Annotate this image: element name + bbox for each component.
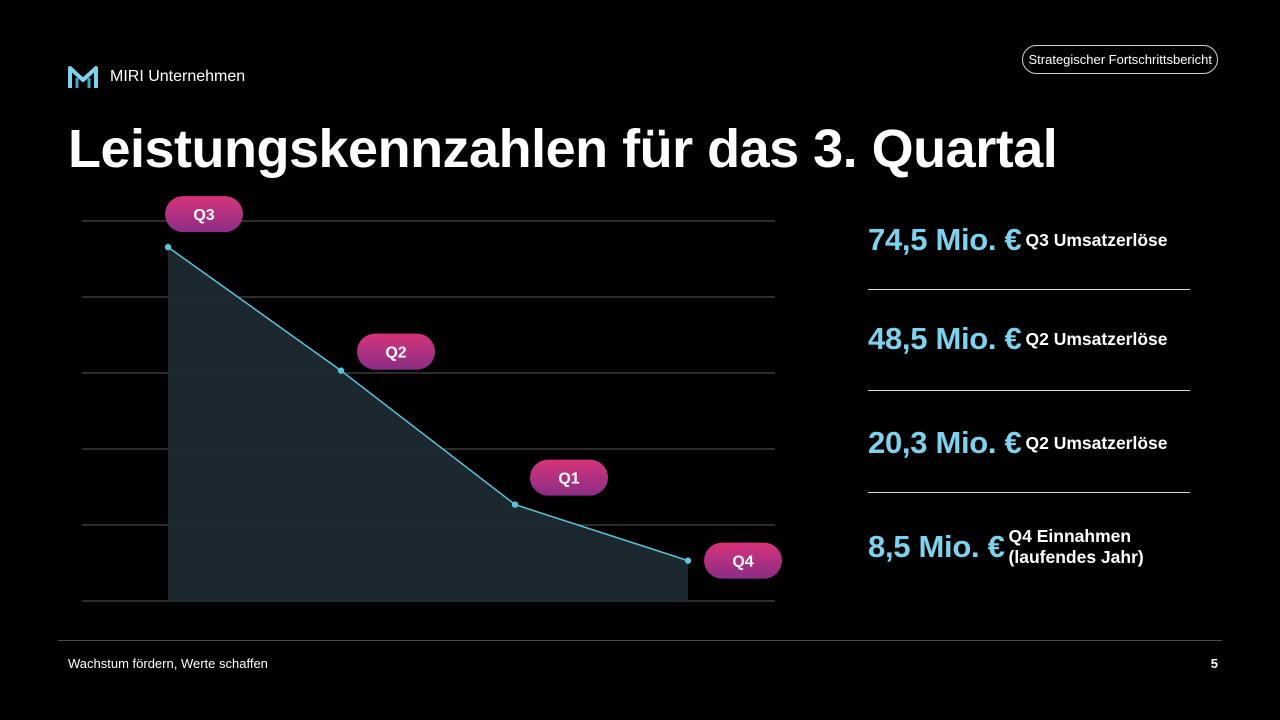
point-label: Q2 — [357, 333, 435, 370]
data-point — [337, 367, 345, 374]
label-pill — [530, 459, 608, 496]
label-pill — [357, 333, 435, 370]
m-logo-icon — [68, 66, 98, 88]
kpi-row: 74,5 Mio. € Q3 Umsatzerlöse — [868, 222, 1190, 258]
kpi-label: Q4 Einnahmen (laufendes Jahr) — [1008, 526, 1144, 567]
category-label: Q3 — [193, 207, 214, 224]
kpi-value: 20,3 Mio. € — [868, 425, 1022, 460]
kpi-value: 8,5 Mio. € — [868, 529, 1005, 564]
category-label: Q4 — [732, 554, 753, 571]
page-number: 5 — [1210, 656, 1218, 671]
area-fill — [168, 247, 688, 601]
point-label: Q1 — [530, 459, 608, 496]
data-point — [684, 557, 692, 564]
data-point — [511, 501, 519, 508]
kpi-value: 48,5 Mio. € — [868, 321, 1022, 356]
kpi-label: Q3 Umsatzerlöse — [1025, 229, 1168, 250]
kpi-value: 74,5 Mio. € — [868, 222, 1022, 257]
category-label: Q1 — [558, 471, 579, 488]
point-label: Q3 — [165, 196, 243, 233]
brand: MIRI Unternehmen — [68, 64, 245, 90]
category-label: Q2 — [385, 345, 406, 362]
report-tag: Strategischer Fortschrittsbericht — [1022, 45, 1218, 74]
kpi-row: 8,5 Mio. € Q4 Einnahmen (laufendes Jahr) — [868, 526, 1190, 568]
kpi-divider — [868, 289, 1190, 290]
data-point — [164, 243, 172, 251]
series-line — [167, 246, 689, 562]
kpi-label: Q2 Umsatzerlöse — [1025, 328, 1168, 349]
footer-divider — [58, 640, 1222, 641]
kpi-row: 48,5 Mio. € Q2 Umsatzerlöse — [868, 321, 1190, 357]
kpi-divider — [868, 390, 1190, 391]
point-label: Q4 — [704, 542, 782, 579]
brand-name: MIRI Unternehmen — [110, 68, 246, 85]
label-pill — [704, 542, 782, 579]
kpi-label: Q2 Umsatzerlöse — [1025, 432, 1168, 453]
label-pill — [165, 196, 243, 233]
kpi-divider — [868, 492, 1190, 493]
kpi-row: 20,3 Mio. € Q2 Umsatzerlöse — [868, 425, 1190, 461]
footer-text: Wachstum fördern, Werte schaffen — [68, 656, 268, 671]
page-title: Leistungskennzahlen für das 3. Quartal — [68, 119, 1058, 179]
